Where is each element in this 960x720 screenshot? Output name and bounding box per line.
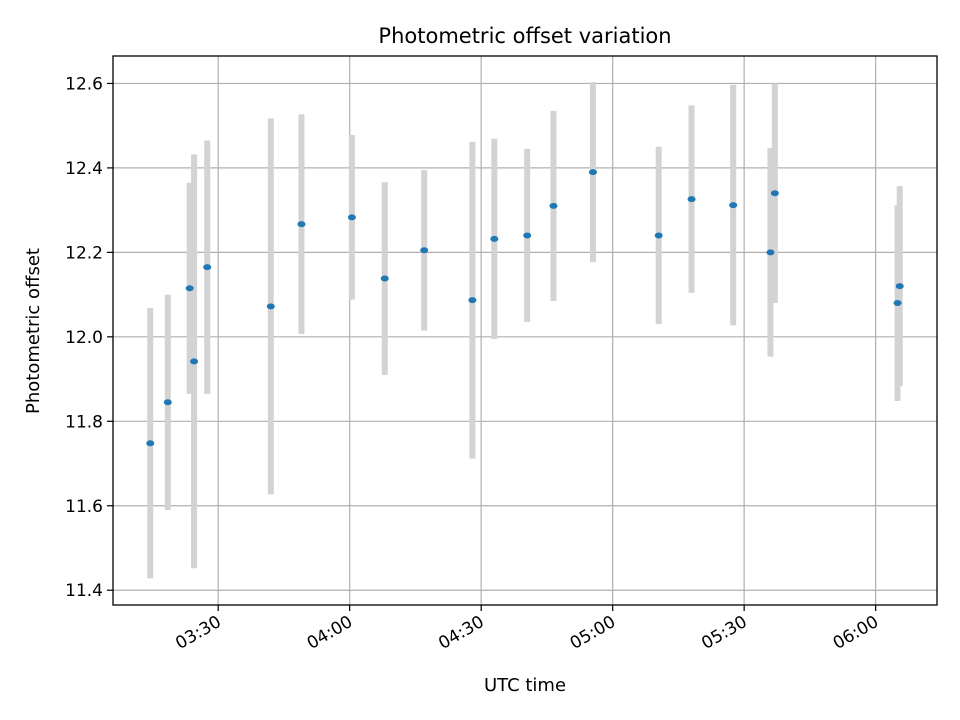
data-point: [523, 232, 532, 239]
data-point: [549, 202, 558, 209]
y-tick-label: 12.4: [65, 159, 103, 179]
data-point: [770, 190, 779, 197]
data-point: [203, 264, 212, 271]
chart-title: Photometric offset variation: [378, 24, 671, 48]
data-point: [185, 285, 194, 292]
data-point: [163, 399, 172, 406]
data-point: [380, 275, 389, 282]
y-tick-label: 12.2: [65, 243, 103, 263]
data-point: [687, 196, 696, 203]
data-point: [266, 303, 275, 310]
grid-layer: [113, 56, 937, 605]
data-point: [729, 202, 738, 209]
data-point: [588, 169, 597, 176]
y-tick-label: 11.6: [65, 497, 103, 517]
y-tick-label: 11.8: [65, 412, 103, 432]
data-point: [766, 249, 775, 256]
data-point: [654, 232, 663, 239]
data-point: [347, 214, 356, 221]
y-tick-label: 12.6: [65, 74, 103, 94]
y-axis-label: Photometric offset: [23, 248, 44, 414]
data-point: [468, 297, 477, 304]
plot-frame: [112, 55, 938, 606]
data-point: [146, 440, 155, 447]
data-point: [297, 221, 306, 228]
y-tick-label: 12.0: [65, 328, 103, 348]
y-tick-label: 11.4: [65, 581, 103, 601]
y-axis: 11.4 11.6 11.8 12.0 12.2 12.4 12.6: [65, 74, 113, 601]
data-point: [490, 235, 499, 242]
data-point: [893, 300, 902, 307]
x-axis-label: UTC time: [484, 675, 566, 696]
point-layer: [146, 169, 904, 447]
data-point: [895, 283, 904, 290]
data-point: [190, 358, 199, 365]
data-point: [420, 247, 429, 254]
